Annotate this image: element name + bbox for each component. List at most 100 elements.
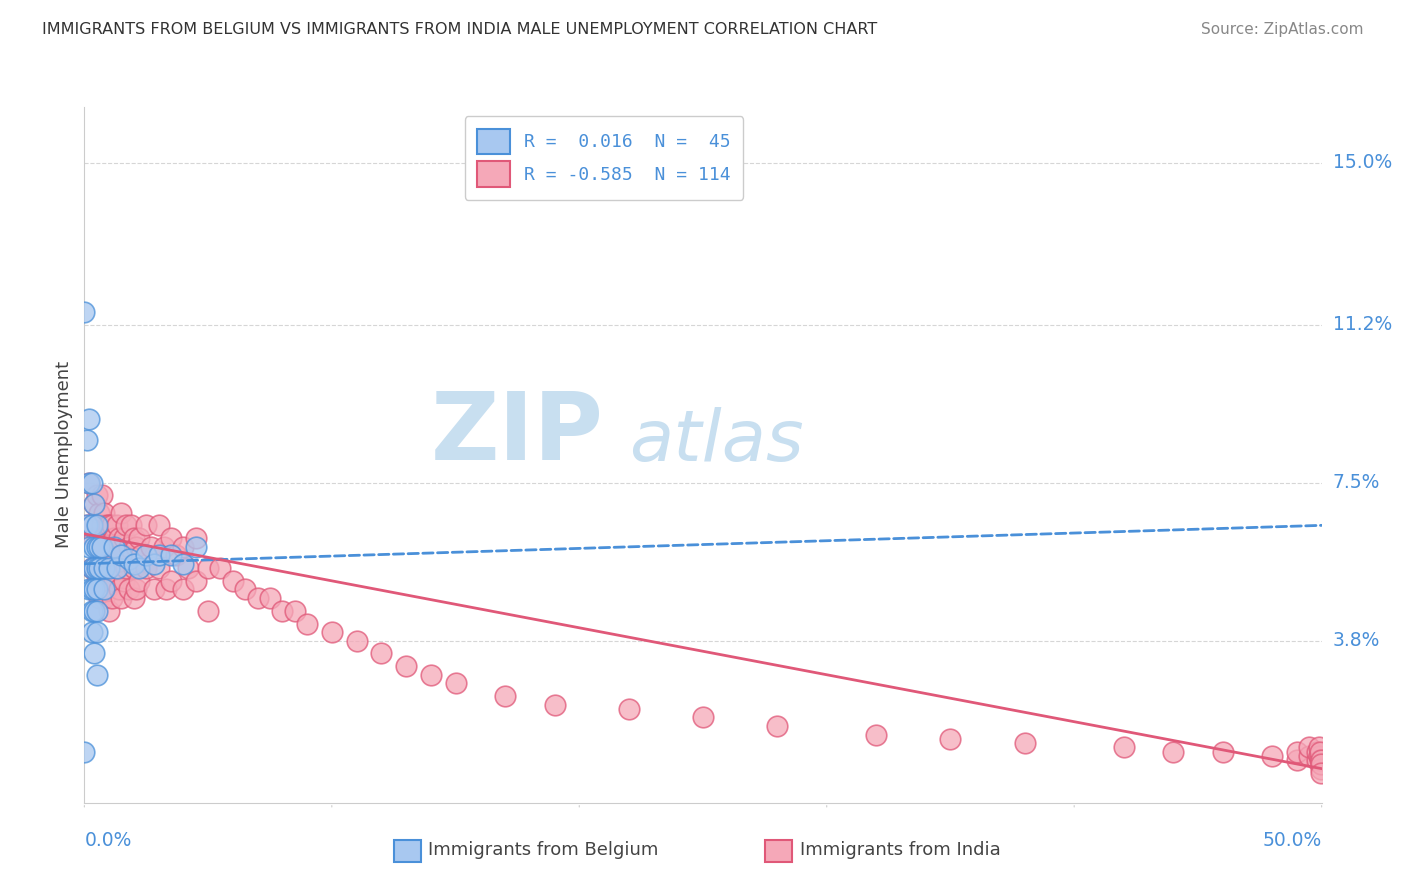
Point bbox=[271, 604, 294, 618]
Bar bbox=[765, 839, 792, 862]
Point bbox=[115, 518, 138, 533]
Point bbox=[1112, 740, 1135, 755]
Point bbox=[115, 561, 138, 575]
Point bbox=[83, 497, 105, 511]
Point bbox=[79, 582, 101, 597]
Point bbox=[108, 582, 131, 597]
Point bbox=[1310, 757, 1333, 772]
Point bbox=[110, 548, 132, 562]
Point bbox=[284, 604, 307, 618]
Point bbox=[118, 552, 141, 566]
Point bbox=[692, 710, 714, 724]
Point bbox=[346, 633, 368, 648]
Point bbox=[1309, 745, 1331, 759]
Point bbox=[96, 518, 118, 533]
Point bbox=[89, 591, 111, 605]
Point bbox=[89, 531, 111, 545]
Point bbox=[110, 506, 132, 520]
Point bbox=[165, 548, 187, 562]
Point bbox=[90, 518, 112, 533]
Point bbox=[80, 561, 103, 575]
Point bbox=[83, 497, 105, 511]
Point bbox=[321, 625, 343, 640]
Point bbox=[128, 531, 150, 545]
Point bbox=[86, 561, 108, 575]
Point bbox=[1298, 748, 1320, 763]
Text: 3.8%: 3.8% bbox=[1333, 632, 1381, 650]
Point bbox=[80, 604, 103, 618]
Point bbox=[142, 557, 165, 571]
Point bbox=[93, 582, 115, 597]
Point bbox=[1261, 748, 1284, 763]
Text: Immigrants from Belgium: Immigrants from Belgium bbox=[429, 841, 658, 859]
Point bbox=[76, 518, 98, 533]
Point bbox=[86, 518, 108, 533]
Point bbox=[86, 625, 108, 640]
Point bbox=[118, 582, 141, 597]
Point bbox=[93, 561, 115, 575]
Point bbox=[98, 574, 121, 588]
Point bbox=[197, 561, 219, 575]
Point bbox=[160, 574, 183, 588]
Point bbox=[79, 475, 101, 490]
Point bbox=[96, 582, 118, 597]
Point bbox=[128, 574, 150, 588]
Point bbox=[110, 548, 132, 562]
Text: 15.0%: 15.0% bbox=[1333, 153, 1392, 172]
Point bbox=[177, 561, 200, 575]
Point bbox=[128, 561, 150, 575]
Point bbox=[370, 647, 392, 661]
Point bbox=[112, 531, 135, 545]
Point bbox=[1309, 753, 1331, 767]
Point bbox=[90, 540, 112, 554]
Point bbox=[222, 574, 245, 588]
Point bbox=[152, 540, 174, 554]
Point bbox=[86, 531, 108, 545]
Point bbox=[103, 531, 125, 545]
Point bbox=[100, 518, 122, 533]
Point bbox=[89, 561, 111, 575]
Point bbox=[617, 702, 640, 716]
Point bbox=[419, 667, 441, 681]
Point bbox=[86, 604, 108, 618]
Point bbox=[939, 731, 962, 746]
Point bbox=[122, 591, 145, 605]
Text: 50.0%: 50.0% bbox=[1263, 830, 1322, 849]
Point bbox=[122, 561, 145, 575]
Point bbox=[160, 531, 183, 545]
Point bbox=[129, 548, 152, 562]
Point bbox=[148, 561, 170, 575]
Point bbox=[142, 582, 165, 597]
Point bbox=[125, 540, 148, 554]
Point bbox=[1305, 745, 1327, 759]
Point bbox=[246, 591, 269, 605]
Point bbox=[197, 604, 219, 618]
Point bbox=[1308, 748, 1330, 763]
Point bbox=[1310, 753, 1333, 767]
Point bbox=[172, 557, 194, 571]
Point bbox=[184, 540, 207, 554]
Point bbox=[1308, 740, 1330, 755]
Point bbox=[112, 574, 135, 588]
Point bbox=[494, 689, 516, 703]
Point bbox=[766, 719, 789, 733]
Point bbox=[172, 582, 194, 597]
Point bbox=[83, 604, 105, 618]
Text: Immigrants from India: Immigrants from India bbox=[800, 841, 1000, 859]
Point bbox=[122, 531, 145, 545]
Point bbox=[120, 518, 142, 533]
Point bbox=[86, 540, 108, 554]
Point bbox=[110, 591, 132, 605]
Point bbox=[80, 561, 103, 575]
Point bbox=[160, 548, 183, 562]
Point bbox=[1298, 740, 1320, 755]
Point bbox=[79, 540, 101, 554]
Point bbox=[83, 540, 105, 554]
Point bbox=[135, 548, 157, 562]
Text: atlas: atlas bbox=[628, 407, 803, 475]
Point bbox=[172, 540, 194, 554]
Point bbox=[1161, 745, 1184, 759]
Point bbox=[155, 582, 177, 597]
Point bbox=[89, 506, 111, 520]
Point bbox=[80, 518, 103, 533]
